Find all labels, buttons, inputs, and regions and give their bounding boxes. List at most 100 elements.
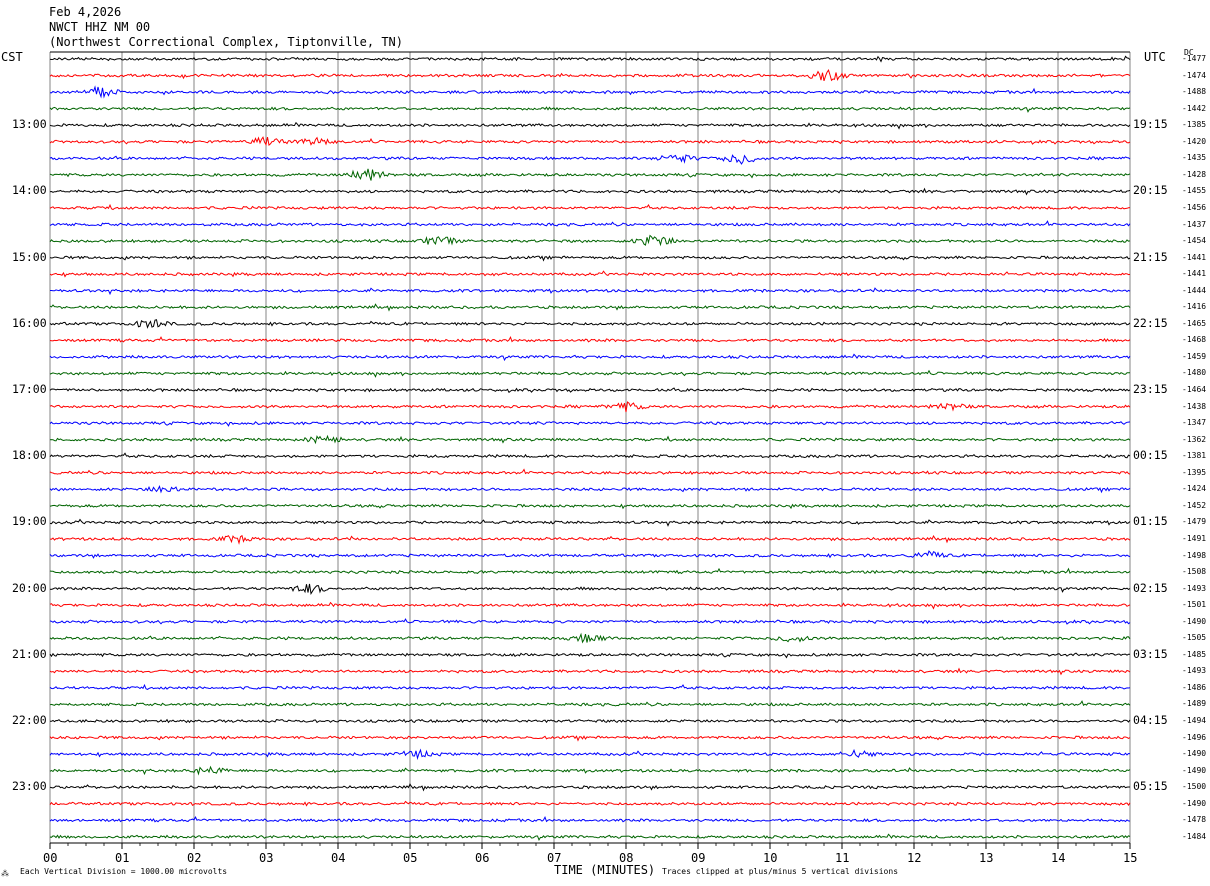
dc-offset-label: -1428 — [1182, 169, 1207, 179]
minute-tick-label: 07 — [547, 851, 562, 865]
seismic-trace — [49, 683, 1131, 690]
minute-tick-label: 08 — [619, 851, 634, 865]
dc-offset-label: -1493 — [1182, 666, 1207, 676]
seismic-trace — [49, 667, 1131, 676]
utc-hour-label: 00:15 — [1133, 448, 1168, 463]
seismic-trace — [49, 187, 1131, 196]
dc-offset-label: -1496 — [1182, 732, 1207, 742]
dc-offset-label: -1441 — [1182, 269, 1207, 279]
seismic-trace — [49, 765, 1131, 776]
dc-offset-label: -1478 — [1182, 815, 1207, 825]
utc-hour-label: 03:15 — [1133, 646, 1168, 661]
seismic-trace — [49, 121, 1131, 130]
utc-hour-label: 20:15 — [1133, 183, 1168, 198]
minute-tick-label: 12 — [907, 851, 922, 865]
minute-tick-label: 11 — [835, 851, 850, 865]
dc-offset-label: -1464 — [1182, 385, 1207, 394]
seismic-trace — [49, 319, 1131, 329]
dc-offset-label: -1435 — [1182, 153, 1207, 163]
utc-hour-label: 04:15 — [1133, 713, 1168, 727]
dc-offset-label: -1444 — [1182, 285, 1207, 295]
cst-hour-label: 18:00 — [12, 448, 47, 463]
seismic-trace — [49, 601, 1131, 610]
dc-offset-label: -1477 — [1182, 54, 1207, 63]
cst-hour-label: 13:00 — [12, 117, 47, 132]
minute-tick-label: 10 — [763, 851, 778, 865]
minute-tick-label: 15 — [1123, 851, 1138, 865]
date-label: Feb 4,2026 — [49, 5, 122, 19]
seismic-trace — [49, 303, 1131, 312]
cst-hour-label: 21:00 — [12, 646, 47, 661]
dc-offset-label: -1395 — [1182, 467, 1207, 477]
corner-mark: ⁂ — [1, 869, 9, 878]
dc-offset-label: -1500 — [1182, 782, 1207, 792]
seismic-trace — [49, 420, 1131, 427]
dc-offset-label: -1465 — [1182, 318, 1207, 328]
seismic-trace — [49, 387, 1131, 394]
dc-offset-label: -1493 — [1182, 583, 1207, 593]
seismic-trace — [49, 353, 1131, 362]
utc-hour-label: 02:15 — [1133, 580, 1168, 595]
seismic-trace — [49, 270, 1131, 278]
dc-offset-label: -1381 — [1182, 451, 1207, 461]
cst-hour-label: 22:00 — [12, 713, 47, 727]
seismic-trace — [49, 434, 1131, 445]
cst-hour-label: 15:00 — [12, 249, 47, 264]
dc-offset-label: -1438 — [1182, 401, 1207, 411]
seismic-trace — [49, 255, 1131, 262]
location-label: (Northwest Correctional Complex, Tiptonv… — [49, 35, 404, 49]
seismic-trace — [49, 369, 1130, 378]
minute-tick-label: 13 — [979, 851, 994, 865]
seismic-trace — [49, 401, 1131, 413]
dc-offset-label: -1437 — [1182, 219, 1207, 229]
minute-tick-label: 04 — [331, 851, 346, 865]
seismic-trace — [49, 485, 1131, 494]
clip-note: Traces clipped at plus/minus 5 vertical … — [662, 867, 899, 876]
dc-offset-label: -1424 — [1182, 484, 1207, 494]
seismic-trace — [49, 168, 1131, 181]
x-axis-title: TIME (MINUTES) — [554, 863, 656, 877]
dc-offset-label: -1490 — [1182, 765, 1207, 775]
minute-tick-label: 00 — [43, 851, 58, 865]
dc-offset-label: -1498 — [1182, 550, 1207, 560]
seismic-trace — [49, 136, 1131, 147]
seismic-trace — [49, 700, 1131, 707]
dc-offset-label: -1474 — [1182, 70, 1207, 80]
left-timezone-label: CST — [1, 50, 23, 64]
cst-hour-label: 19:00 — [12, 514, 47, 529]
dc-offset-label: -1491 — [1182, 533, 1207, 543]
utc-hour-label: 23:15 — [1133, 382, 1168, 396]
cst-hour-label: 17:00 — [12, 382, 47, 396]
seismic-trace — [49, 783, 1130, 792]
minute-tick-label: 06 — [475, 851, 490, 865]
minute-tick-label: 02 — [187, 851, 202, 865]
seismic-trace — [49, 815, 1131, 823]
dc-offset-label: -1420 — [1182, 136, 1207, 146]
minute-tick-label: 05 — [403, 851, 418, 865]
utc-hour-label: 22:15 — [1133, 315, 1168, 330]
seismic-trace — [49, 800, 1131, 807]
dc-offset-label: -1347 — [1182, 418, 1207, 428]
dc-header-label: DC — [1184, 48, 1194, 57]
seismic-trace — [49, 452, 1131, 459]
seismic-traces — [49, 55, 1131, 842]
dc-offset-label: -1501 — [1182, 600, 1207, 610]
dc-offset-label: -1452 — [1182, 500, 1207, 510]
utc-hour-label: 01:15 — [1133, 514, 1168, 529]
utc-hour-label: 19:15 — [1133, 117, 1168, 132]
cst-hour-label: 16:00 — [12, 315, 47, 330]
seismic-trace — [49, 534, 1131, 545]
dc-offset-label: -1508 — [1182, 567, 1207, 577]
dc-offset-label: -1488 — [1182, 87, 1207, 97]
dc-offset-label: -1490 — [1182, 616, 1207, 626]
seismic-trace — [49, 106, 1131, 113]
cst-hour-label: 14:00 — [12, 183, 47, 198]
minute-tick-label: 01 — [115, 851, 130, 865]
seismic-trace — [49, 154, 1131, 165]
minute-gridlines — [49, 51, 1131, 849]
dc-offset-label: -1479 — [1182, 517, 1207, 527]
utc-hour-label: 05:15 — [1133, 779, 1168, 794]
dc-offset-label: -1490 — [1182, 798, 1207, 808]
cst-hour-label: 20:00 — [12, 580, 47, 595]
seismic-trace — [49, 335, 1131, 343]
